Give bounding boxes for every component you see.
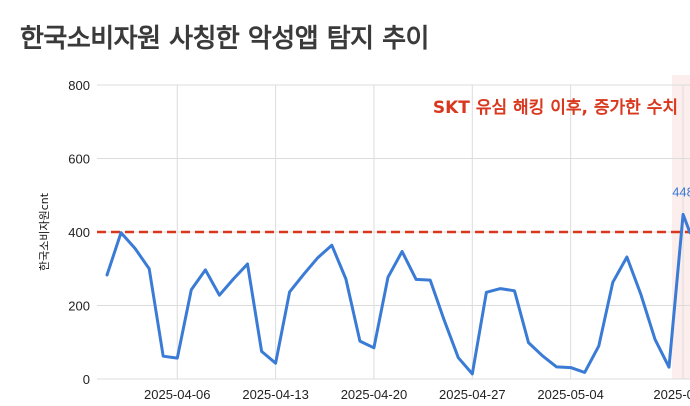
y-tick-label: 200: [68, 299, 90, 314]
x-tick-label: 2025-05-04: [537, 387, 604, 402]
x-tick-label: 2025-04-27: [439, 387, 506, 402]
chart-title: 한국소비자원 사칭한 악성앱 탐지 추이: [20, 24, 429, 54]
data-label: 448: [672, 184, 690, 199]
x-tick-label: 2025-04-06: [144, 387, 211, 402]
series-line: [105, 212, 690, 376]
y-tick-label: 400: [68, 225, 90, 240]
annotation-text: SKT 유심 해킹 이후, 증가한 수치: [433, 97, 678, 118]
x-tick-label: 2025-04-20: [341, 387, 408, 402]
y-tick-label: 600: [68, 152, 90, 167]
x-tick-label: 2025-04-13: [242, 387, 309, 402]
y-axis-label: 한국소비자원cnt: [38, 192, 51, 271]
x-tick-label: 2025-05-1: [653, 387, 690, 402]
y-tick-label: 0: [83, 372, 90, 387]
y-tick-label: 800: [68, 78, 90, 93]
